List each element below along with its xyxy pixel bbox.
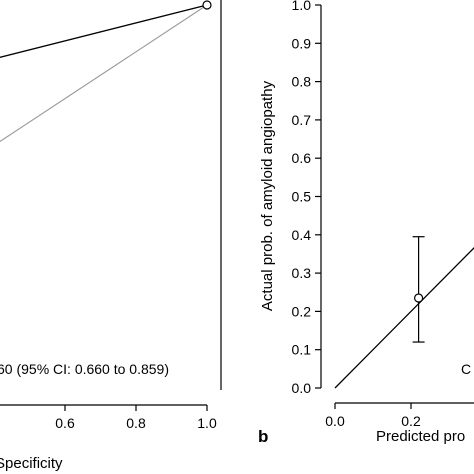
panel-b-y-tick-label: 0.8: [292, 74, 312, 90]
panel-b-y-tick-label: 0.5: [292, 189, 312, 205]
panel-a-x-tick-label: 0.8: [126, 415, 146, 431]
panel-b-y-axis-title: Actual prob. of amyloid angiopathy: [259, 80, 276, 311]
panel-a-auc-annotation: 60 (95% CI: 0.660 to 0.859): [0, 361, 169, 377]
panel-a-data-point: [202, 0, 212, 10]
panel-b-reference-line: [334, 246, 474, 389]
panel-b-letter: b: [258, 427, 268, 446]
panel-b-y-tick-label: 0.4: [292, 227, 312, 243]
panel-a-roc-curve: [0, 4, 208, 59]
panel-b-y-ticks: 0.0 0.1 0.2 0.3 0.4 0.5 0.6 0.7 0.8 0.9 1.0: [292, 0, 321, 396]
panel-b-y-tick-label: 0.6: [292, 150, 312, 166]
panel-b-y-tick-label: 0.7: [292, 112, 312, 128]
panel-b-y-tick-label: 0.3: [292, 265, 312, 281]
panel-b-y-tick-label: 0.1: [292, 342, 312, 358]
panel-b-x-tick-label: 0.0: [325, 413, 345, 429]
panel-a-roc-plot: 0.6 0.8 1.0 60 (95% CI: 0.660 to 0.859) Sp…: [0, 0, 222, 472]
panel-a-x-axis-title: Specificity: [0, 455, 63, 472]
panel-b-y-tick-label: 0.9: [292, 35, 312, 51]
panel-b-points: [412, 236, 425, 343]
panel-b-annotation: C: [461, 361, 471, 377]
panel-b-x-tick-label: 0.2: [401, 413, 421, 429]
panel-b-data-point: [414, 293, 424, 303]
panel-b-calibration-plot: 0.0 0.1 0.2 0.3 0.4 0.5 0.6 0.7 0.8 0.9 1.0 0.0 0.2…: [258, 0, 474, 446]
panel-a-x-tick-label: 1.0: [197, 415, 217, 431]
panel-a-x-tick-label: 0.6: [55, 415, 75, 431]
panel-a-curves: [0, 4, 208, 143]
panel-b-y-tick-label: 0.0: [292, 380, 312, 396]
panel-a-x-ticks: 0.6 0.8 1.0: [55, 405, 217, 431]
panel-b-x-axis-title: Predicted pro: [376, 428, 465, 445]
panel-b-x-ticks: 0.0 0.2: [325, 403, 421, 429]
panel-a-points: [202, 0, 212, 10]
panel-b-y-tick-label: 0.2: [292, 303, 312, 319]
panel-b-y-tick-label: 1.0: [292, 0, 312, 13]
panel-b-ideal-line: [334, 246, 474, 389]
panel-a-reference-diagonal: [0, 4, 208, 143]
